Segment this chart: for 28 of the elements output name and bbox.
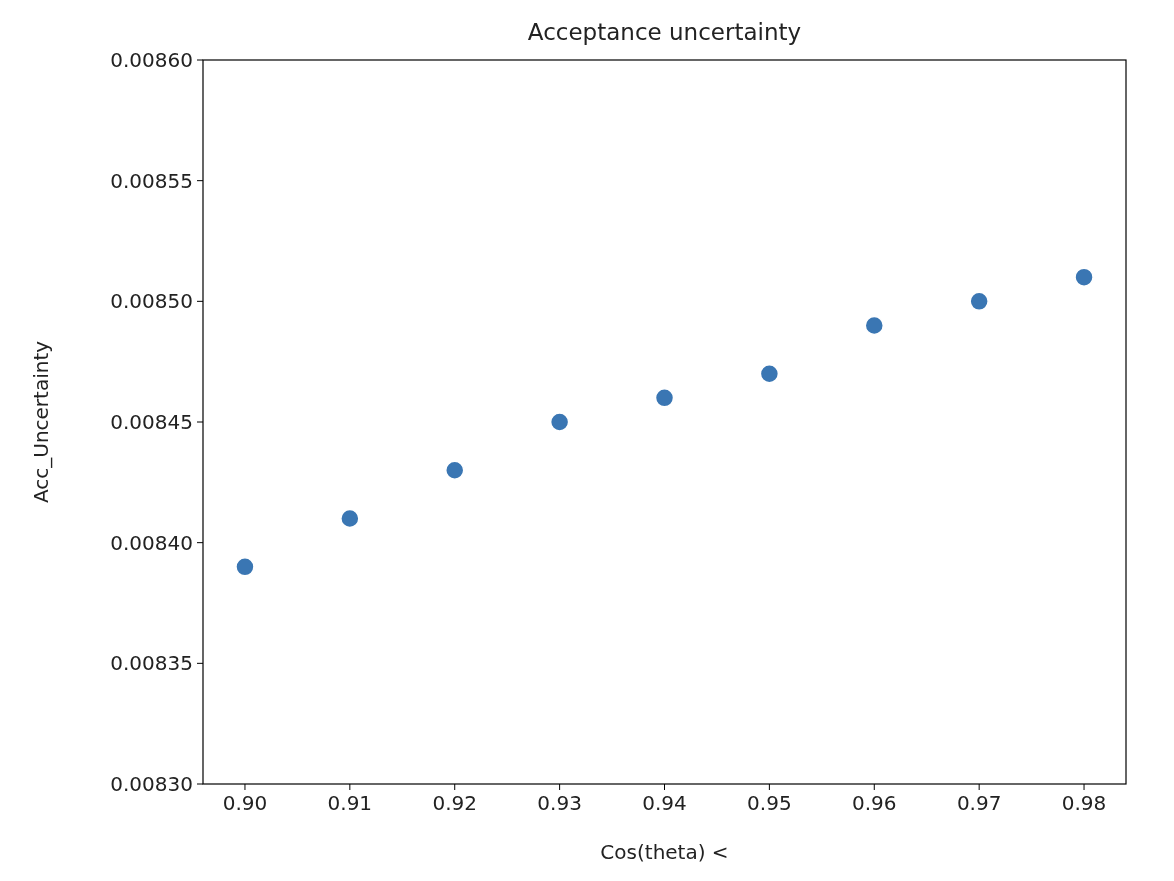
x-tick-label: 0.98 — [1061, 791, 1107, 815]
y-axis-title: Acc_Uncertainty — [29, 340, 53, 504]
point — [1074, 267, 1094, 287]
point — [654, 388, 675, 408]
x-tick-label: 0.96 — [852, 791, 897, 815]
y-tick-label: 0.00860 — [110, 48, 193, 72]
point — [969, 291, 989, 312]
x-tick-label: 0.90 — [222, 791, 268, 815]
y-tick-label: 0.00840 — [110, 530, 193, 555]
x-tick-label: 0.91 — [327, 791, 373, 815]
point — [235, 557, 255, 577]
x-tick-label: 0.95 — [747, 791, 792, 815]
x-tick-label: 0.93 — [537, 791, 582, 815]
y-tick-label: 0.00830 — [110, 772, 193, 796]
y-tick-label: 0.00850 — [110, 289, 193, 314]
y-tick-label: 0.00845 — [110, 410, 193, 434]
point — [759, 363, 780, 384]
chart-title: Acceptance uncertainty — [527, 19, 802, 45]
point — [340, 508, 360, 529]
point — [444, 460, 465, 481]
y-tick-label: 0.00835 — [110, 651, 193, 676]
y-tick-label: 0.00855 — [110, 168, 193, 193]
x-tick-label: 0.97 — [956, 791, 1002, 815]
x-tick-label: 0.92 — [432, 791, 477, 815]
point — [549, 412, 570, 432]
x-axis-title: Cos(theta) < — [600, 840, 729, 864]
point — [864, 315, 885, 336]
x-tick-label: 0.94 — [642, 791, 687, 815]
